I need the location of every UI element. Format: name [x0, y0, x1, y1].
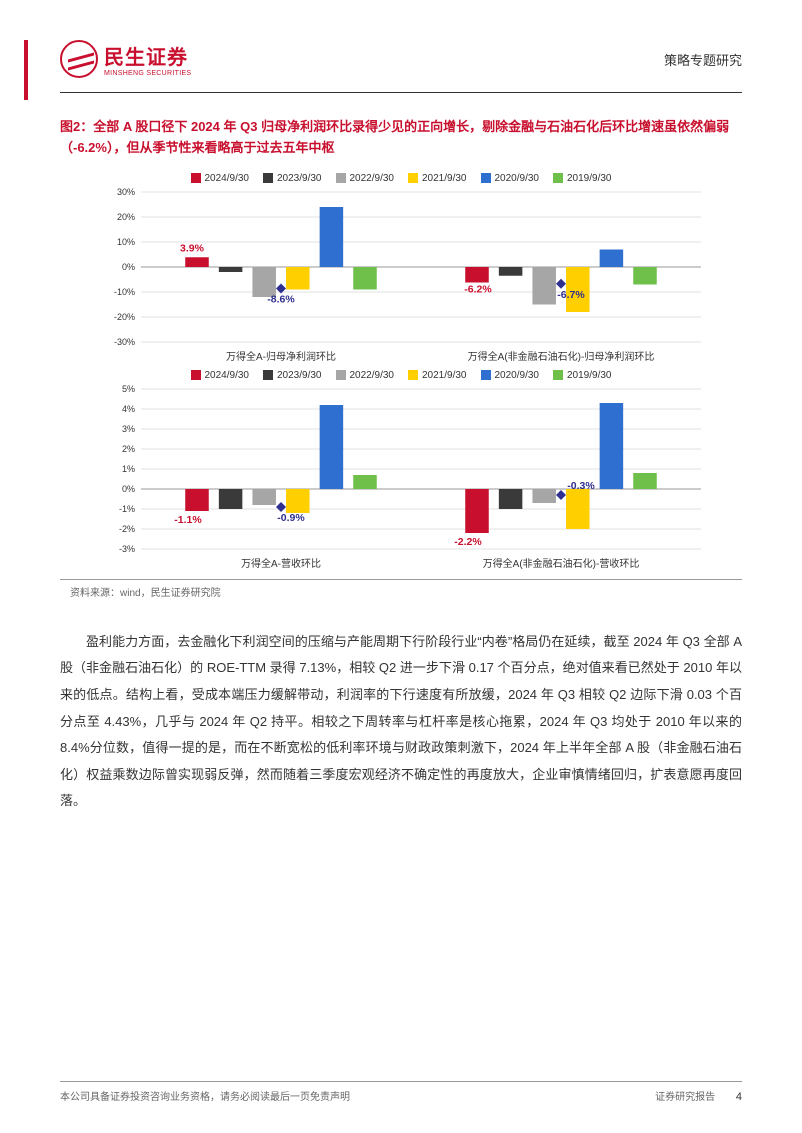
legend-swatch: [481, 173, 491, 183]
brand-logo: 民生证券 MINSHENG SECURITIES: [60, 40, 191, 78]
svg-text:3.9%: 3.9%: [180, 242, 205, 254]
svg-text:2%: 2%: [122, 444, 135, 454]
svg-text:-1%: -1%: [119, 504, 135, 514]
legend-label: 2020/9/30: [495, 370, 540, 381]
logo-icon: [60, 40, 98, 78]
legend-item: 2019/9/30: [553, 173, 612, 184]
svg-text:-20%: -20%: [114, 312, 135, 322]
page-footer: 本公司具备证券投资咨询业务资格，请务必阅读最后一页免责声明 证券研究报告 4: [60, 1081, 742, 1103]
chart2-legend: 2024/9/30 2023/9/30 2022/9/30 2021/9/30 2020…: [60, 370, 742, 381]
legend-swatch: [408, 370, 418, 380]
legend-label: 2024/9/30: [205, 173, 250, 184]
legend-item: 2019/9/30: [553, 370, 612, 381]
svg-text:30%: 30%: [117, 187, 135, 197]
legend-swatch: [408, 173, 418, 183]
legend-label: 2023/9/30: [277, 173, 322, 184]
legend-item: 2022/9/30: [336, 370, 395, 381]
chart1-bar: -30% -20% -10% 0% 10% 20% 30% 万得全A-归母净利润环比 万得全A(…: [91, 186, 711, 366]
svg-text:-2%: -2%: [119, 524, 135, 534]
svg-text:-1.1%: -1.1%: [174, 514, 202, 526]
brand-cn: 民生证券: [104, 41, 191, 70]
legend-swatch: [191, 173, 201, 183]
legend-swatch: [191, 370, 201, 380]
svg-text:4%: 4%: [122, 404, 135, 414]
legend-item: 2020/9/30: [481, 370, 540, 381]
svg-text:万得全A-营收环比: 万得全A-营收环比: [241, 557, 321, 570]
legend-label: 2022/9/30: [350, 173, 395, 184]
legend-swatch: [336, 173, 346, 183]
legend-label: 2023/9/30: [277, 370, 322, 381]
svg-text:1%: 1%: [122, 464, 135, 474]
svg-text:3%: 3%: [122, 424, 135, 434]
svg-text:20%: 20%: [117, 212, 135, 222]
legend-label: 2020/9/30: [495, 173, 540, 184]
legend-item: 2023/9/30: [263, 370, 322, 381]
legend-swatch: [336, 370, 346, 380]
legend-item: 2024/9/30: [191, 173, 250, 184]
legend-label: 2021/9/30: [422, 173, 467, 184]
svg-text:0%: 0%: [122, 262, 135, 272]
svg-text:0%: 0%: [122, 484, 135, 494]
figure2-charts: 2024/9/30 2023/9/30 2022/9/30 2021/9/30 2020…: [60, 165, 742, 603]
doc-type: 策略专题研究: [664, 50, 742, 69]
svg-text:万得全A(非金融石油石化)-营收环比: 万得全A(非金融石油石化)-营收环比: [483, 557, 640, 570]
legend-swatch: [263, 173, 273, 183]
svg-text:万得全A-归母净利润环比: 万得全A-归母净利润环比: [226, 350, 336, 363]
svg-text:5%: 5%: [122, 384, 135, 394]
figure-source: 资料来源：wind，民生证券研究院: [60, 579, 742, 599]
chart2-bar: -3% -2% -1% 0% 1% 2% 3% 4% 5% 万得全A-营收环比 万得全A(非金融石油…: [91, 383, 711, 573]
svg-text:万得全A(非金融石油石化)-归母净利润环比: 万得全A(非金融石油石化)-归母净利润环比: [468, 350, 655, 363]
svg-text:10%: 10%: [117, 237, 135, 247]
chart1-legend: 2024/9/30 2023/9/30 2022/9/30 2021/9/30 2020…: [60, 173, 742, 184]
legend-item: 2022/9/30: [336, 173, 395, 184]
legend-item: 2021/9/30: [408, 173, 467, 184]
legend-label: 2022/9/30: [350, 370, 395, 381]
svg-text:-10%: -10%: [114, 287, 135, 297]
figure-title: 图2：全部 A 股口径下 2024 年 Q3 归母净利润环比录得少见的正向增长，…: [60, 117, 742, 159]
svg-text:-8.6%: -8.6%: [267, 293, 295, 305]
svg-text:-3%: -3%: [119, 544, 135, 554]
body-paragraph: 盈利能力方面，去金融化下利润空间的压缩与产能周期下行阶段行业“内卷”格局仍在延续…: [60, 629, 742, 815]
page-header: 民生证券 MINSHENG SECURITIES 策略专题研究: [60, 40, 742, 93]
footer-disclaimer: 本公司具备证券投资咨询业务资格，请务必阅读最后一页免责声明: [60, 1088, 350, 1103]
legend-label: 2021/9/30: [422, 370, 467, 381]
page-number: 4: [736, 1091, 742, 1103]
legend-item: 2021/9/30: [408, 370, 467, 381]
svg-text:-6.2%: -6.2%: [464, 283, 492, 295]
legend-swatch: [553, 173, 563, 183]
brand-en: MINSHENG SECURITIES: [104, 70, 191, 77]
svg-text:-30%: -30%: [114, 337, 135, 347]
svg-text:-6.7%: -6.7%: [557, 288, 585, 300]
accent-bar: [24, 40, 28, 100]
legend-swatch: [553, 370, 563, 380]
legend-label: 2019/9/30: [567, 173, 612, 184]
legend-label: 2024/9/30: [205, 370, 250, 381]
legend-swatch: [481, 370, 491, 380]
legend-label: 2019/9/30: [567, 370, 612, 381]
svg-text:-2.2%: -2.2%: [454, 536, 482, 548]
legend-swatch: [263, 370, 273, 380]
footer-doclabel: 证券研究报告: [655, 1092, 715, 1103]
legend-item: 2023/9/30: [263, 173, 322, 184]
svg-text:-0.3%: -0.3%: [567, 480, 595, 492]
legend-item: 2020/9/30: [481, 173, 540, 184]
svg-text:-0.9%: -0.9%: [277, 512, 305, 524]
legend-item: 2024/9/30: [191, 370, 250, 381]
